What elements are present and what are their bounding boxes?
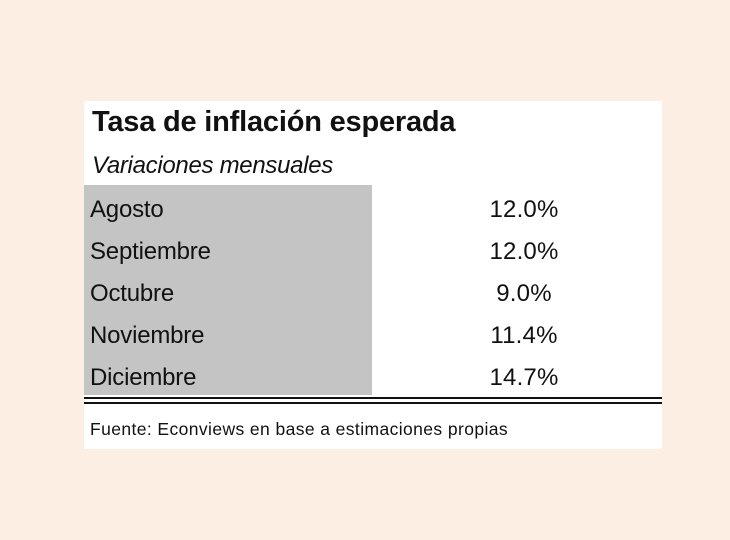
- month-label: Noviembre: [90, 322, 205, 349]
- table-body: Agosto 12.0% Septiembre 12.0% Octubre 9.…: [84, 191, 662, 401]
- month-column-shading: [84, 185, 372, 395]
- month-label: Agosto: [90, 196, 164, 223]
- table-row: Diciembre 14.7%: [84, 359, 662, 401]
- month-label: Septiembre: [90, 238, 211, 265]
- inflation-value: 11.4%: [490, 322, 558, 349]
- inflation-table-card: Tasa de inflación esperada Variaciones m…: [84, 101, 662, 449]
- table-row: Noviembre 11.4%: [84, 317, 662, 359]
- month-label: Octubre: [90, 280, 174, 307]
- table-bottom-rule-top: [84, 397, 662, 399]
- month-label: Diciembre: [90, 364, 197, 391]
- table-row: Octubre 9.0%: [84, 275, 662, 317]
- source-note: Fuente: Econviews en base a estimaciones…: [90, 419, 509, 439]
- table-row: Agosto 12.0%: [84, 191, 662, 233]
- table-row: Septiembre 12.0%: [84, 233, 662, 275]
- inflation-value: 9.0%: [496, 280, 552, 307]
- table-bottom-rule-bottom: [84, 402, 662, 404]
- inflation-value: 14.7%: [489, 364, 559, 391]
- table-title: Tasa de inflación esperada: [92, 106, 456, 138]
- inflation-value: 12.0%: [489, 196, 559, 223]
- table-subtitle: Variaciones mensuales: [92, 152, 333, 179]
- inflation-value: 12.0%: [489, 238, 559, 265]
